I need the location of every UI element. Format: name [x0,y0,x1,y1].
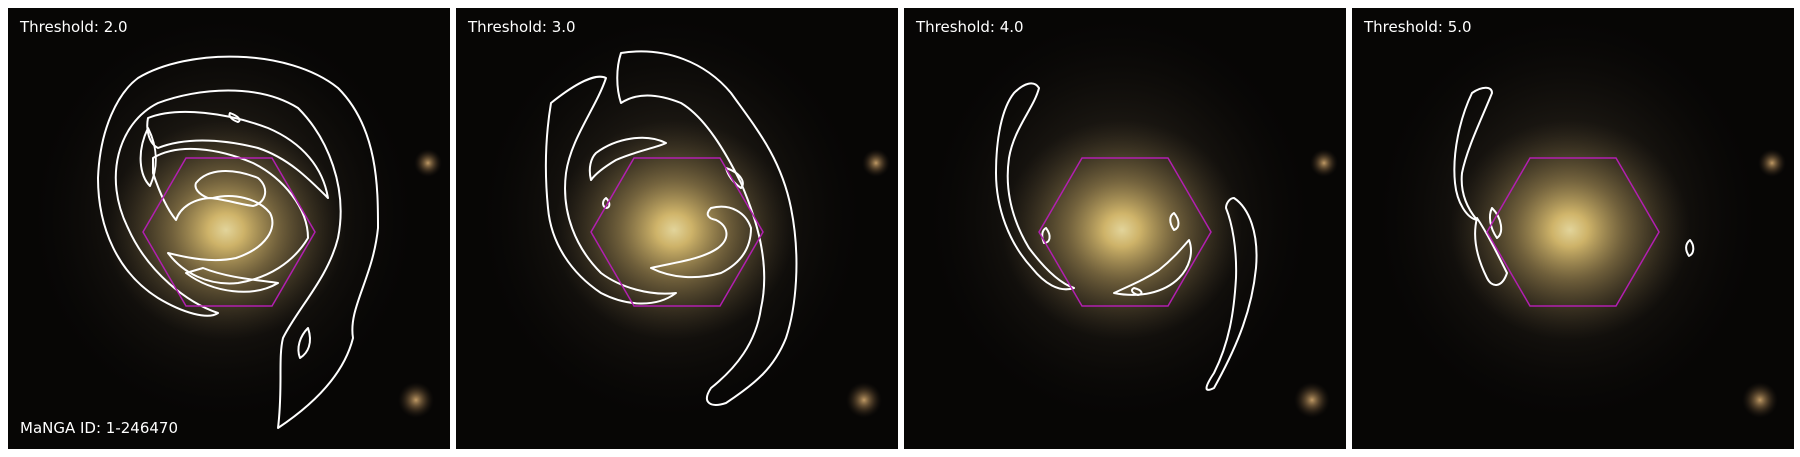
manga-id-label: MaNGA ID: 1-246470 [20,419,179,437]
contour-lines [995,82,1258,391]
ifu-hexagon [1038,157,1212,307]
contour-lines [544,50,798,406]
panel-threshold-3: Threshold: 3.0 [456,8,898,449]
contour-lines [1453,86,1695,286]
galaxy-image [456,8,898,449]
panel-threshold-2: Threshold: 2.0 MaNGA ID: 1-246470 [8,8,450,449]
ifu-hexagon [1486,157,1660,307]
threshold-label: Threshold: 4.0 [916,18,1024,36]
ifu-hexagon [142,157,316,307]
galaxy-image [1352,8,1794,449]
threshold-label: Threshold: 5.0 [1364,18,1472,36]
galaxy-image [904,8,1346,449]
ifu-hexagon [590,157,764,307]
panel-threshold-4: Threshold: 4.0 [904,8,1346,449]
contour-lines [97,55,379,429]
galaxy-image [8,8,450,449]
panel-threshold-5: Threshold: 5.0 [1352,8,1794,449]
threshold-label: Threshold: 2.0 [20,18,128,36]
threshold-label: Threshold: 3.0 [468,18,576,36]
